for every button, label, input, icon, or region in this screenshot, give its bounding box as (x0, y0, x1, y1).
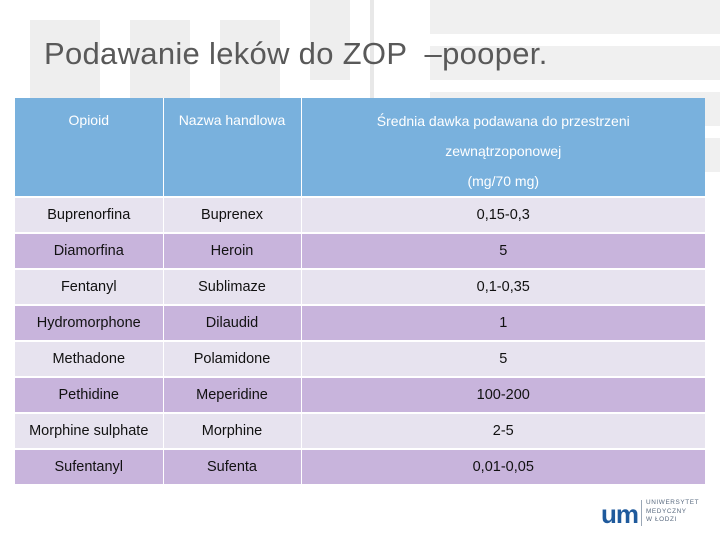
cell-dose: 5 (301, 341, 705, 378)
logo-line-2: MEDYCZNY (646, 507, 687, 515)
university-logo: um UNIWERSYTET MEDYCZNY W ŁODZI (601, 496, 711, 532)
table-row: Methadone Polamidone 5 (15, 341, 705, 378)
header-opioid: Opioid (15, 98, 164, 198)
cell-trade-name: Dilaudid (163, 305, 302, 342)
cell-opioid: Hydromorphone (15, 305, 164, 342)
cell-trade-name: Polamidone (163, 341, 302, 378)
cell-trade-name: Sublimaze (163, 269, 302, 306)
cell-opioid: Morphine sulphate (15, 413, 164, 450)
cell-dose: 2-5 (301, 413, 705, 450)
cell-opioid: Diamorfina (15, 233, 164, 270)
cell-dose: 1 (301, 305, 705, 342)
logo-mark: um (601, 499, 639, 529)
cell-opioid: Sufentanyl (15, 449, 164, 486)
cell-opioid: Buprenorfina (15, 197, 164, 234)
cell-trade-name: Morphine (163, 413, 302, 450)
table-row: Hydromorphone Dilaudid 1 (15, 305, 705, 342)
cell-opioid: Pethidine (15, 377, 164, 414)
logo-line-3: W ŁODZI (646, 516, 677, 523)
logo-divider (641, 500, 642, 526)
table-row: Pethidine Meperidine 100-200 (15, 377, 705, 414)
table-header-row: Opioid Nazwa handlowa Średnia dawka poda… (15, 98, 705, 198)
logo-line-1: UNIWERSYTET (646, 499, 700, 506)
cell-dose: 0,15-0,3 (301, 197, 705, 234)
opioid-dose-table: Opioid Nazwa handlowa Średnia dawka poda… (15, 98, 705, 486)
slide-title: Podawanie leków do ZOP –pooper. (44, 36, 548, 71)
header-trade-name: Nazwa handlowa (163, 98, 302, 198)
header-dose-line-3: (mg/70 mg) (467, 173, 540, 189)
logo-wordmark: UNIWERSYTET MEDYCZNY W ŁODZI (646, 499, 699, 525)
header-average-dose: Średnia dawka podawana do przestrzeni ze… (301, 98, 705, 198)
table-row: Buprenorfina Buprenex 0,15-0,3 (15, 197, 705, 234)
cell-dose: 5 (301, 233, 705, 270)
table-row: Fentanyl Sublimaze 0,1-0,35 (15, 269, 705, 306)
cell-opioid: Fentanyl (15, 269, 164, 306)
header-dose-line-2: zewnątrzoponowej (445, 143, 562, 159)
cell-trade-name: Meperidine (163, 377, 302, 414)
cell-trade-name: Heroin (163, 233, 302, 270)
cell-opioid: Methadone (15, 341, 164, 378)
cell-dose: 0,1-0,35 (301, 269, 705, 306)
cell-dose: 0,01-0,05 (301, 449, 705, 486)
table-row: Morphine sulphate Morphine 2-5 (15, 413, 705, 450)
table-row: Sufentanyl Sufenta 0,01-0,05 (15, 449, 705, 486)
cell-trade-name: Buprenex (163, 197, 302, 234)
cell-dose: 100-200 (301, 377, 705, 414)
header-dose-line-1: Średnia dawka podawana do przestrzeni (376, 113, 630, 129)
table-row: Diamorfina Heroin 5 (15, 233, 705, 270)
cell-trade-name: Sufenta (163, 449, 302, 486)
